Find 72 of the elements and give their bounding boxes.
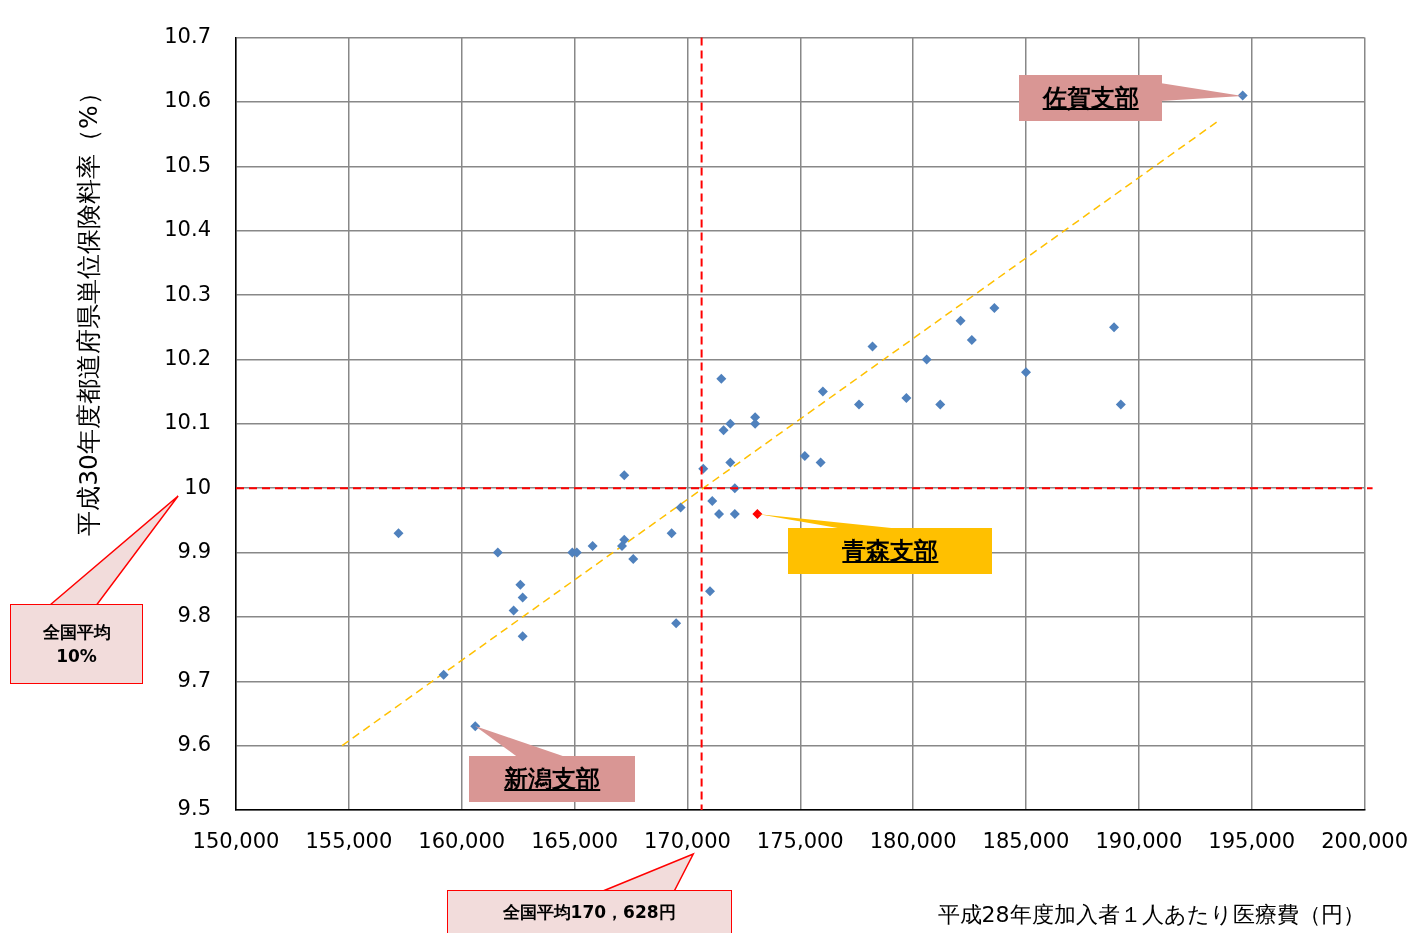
x-tick-label: 150,000: [192, 829, 280, 854]
point: [725, 457, 736, 468]
x-tick-label: 195,000: [1208, 829, 1296, 854]
point: [935, 399, 946, 410]
x-tick-label: 155,000: [305, 829, 393, 854]
point: [587, 541, 598, 552]
point: [508, 605, 519, 616]
point: [616, 541, 627, 552]
point: [725, 418, 736, 429]
y-tick-label: 10.7: [164, 24, 211, 49]
y-tick-label: 10.5: [164, 152, 211, 177]
point: [515, 579, 526, 590]
x-tick-label: 165,000: [531, 829, 618, 854]
point: [714, 508, 725, 519]
point: [671, 618, 682, 629]
y-tick-label: 9.9: [177, 538, 211, 563]
y-tick-label: 9.7: [177, 667, 211, 692]
y-tick-label: 10.1: [164, 410, 211, 435]
x-tick-label: 170,000: [644, 829, 731, 854]
y-tick-label: 9.5: [177, 796, 211, 821]
point: [1021, 367, 1032, 378]
point: [966, 335, 977, 346]
y-tick-label: 9.6: [177, 732, 211, 757]
x-tick-label: 160,000: [418, 829, 506, 854]
point: [470, 721, 481, 732]
point: [867, 341, 878, 352]
point: [853, 399, 864, 410]
point: [666, 528, 677, 539]
point: [675, 502, 686, 513]
x-axis-title: 平成28年度加入者１人あたり医療費（円）: [937, 901, 1365, 927]
y-tick-label: 10.6: [164, 88, 211, 113]
text: 全国平均 10%: [10, 604, 143, 685]
point: [628, 553, 639, 564]
y-tick-label: 10.3: [164, 281, 211, 306]
point: [517, 592, 528, 603]
x-tick-label: 190,000: [1095, 829, 1183, 854]
point: [707, 496, 718, 507]
point: [1109, 322, 1120, 333]
point: [718, 425, 729, 436]
point: [705, 586, 715, 597]
point: [901, 393, 912, 404]
point: [492, 547, 503, 558]
point: [955, 315, 966, 326]
y-tick-label: 10.4: [164, 217, 211, 242]
x-tick-label: 175,000: [756, 829, 844, 854]
point: [815, 457, 826, 468]
x-tick-label: 185,000: [982, 829, 1070, 854]
point: [619, 470, 630, 481]
point: [517, 631, 528, 642]
text: 全国平均170，628円: [446, 890, 732, 933]
point: [921, 354, 932, 365]
point: [729, 508, 740, 519]
point: [393, 528, 404, 539]
y-axis-title: 平成30年度都道府県単位保険料率（%）: [73, 80, 103, 536]
y-tick-label: 9.8: [177, 603, 211, 628]
point: [1237, 90, 1248, 101]
callout-box: 佐賀支部: [1019, 74, 1163, 121]
point: [817, 386, 828, 397]
x-tick-label: 200,000: [1321, 829, 1408, 854]
point: [438, 669, 449, 680]
point: [799, 450, 810, 461]
point: [1115, 399, 1126, 410]
point: [752, 508, 763, 519]
point: [989, 302, 1000, 313]
x-tick-label: 180,000: [869, 829, 957, 854]
annotation: 新潟支部: [504, 764, 601, 796]
point: [716, 373, 727, 384]
y-tick-label: 10.2: [164, 345, 211, 370]
annotation: 青森支部: [842, 535, 939, 567]
annotation: 佐賀支部: [1042, 82, 1139, 114]
point: [619, 534, 630, 545]
y-tick-label: 10: [184, 474, 211, 499]
